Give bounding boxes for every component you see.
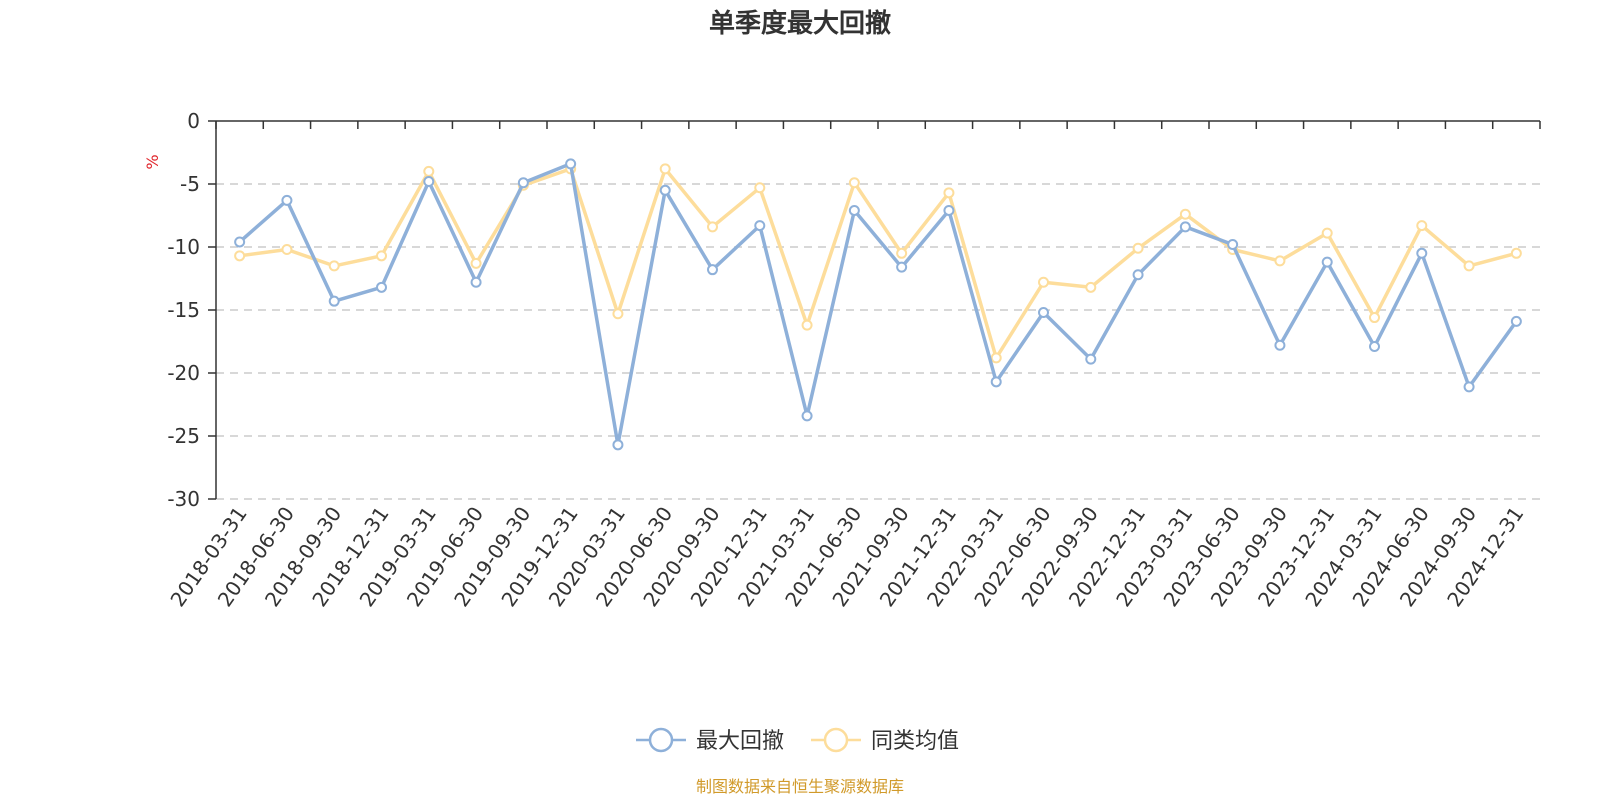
legend-label: 同类均值 — [871, 729, 959, 754]
data-point[interactable] — [1321, 256, 1333, 268]
legend-item-1[interactable]: 同类均值 — [811, 727, 959, 754]
grid-lines — [216, 183, 1540, 500]
data-point[interactable] — [470, 276, 482, 288]
data-point[interactable] — [707, 221, 718, 233]
legend-marker — [648, 727, 674, 753]
data-point[interactable] — [376, 281, 387, 293]
data-point[interactable] — [1416, 220, 1428, 232]
data-point[interactable] — [1179, 221, 1191, 233]
data-point[interactable] — [423, 175, 435, 187]
source-note: 制图数据来自恒生聚源数据库 — [696, 777, 904, 796]
y-tick-label: -5 — [180, 172, 200, 196]
data-point[interactable] — [423, 165, 435, 177]
data-point[interactable] — [517, 177, 529, 189]
data-point[interactable] — [1038, 276, 1049, 288]
data-point[interactable] — [896, 261, 908, 273]
data-point[interactable] — [1227, 238, 1239, 250]
data-point[interactable] — [1510, 315, 1522, 327]
data-point[interactable] — [1132, 269, 1144, 281]
series-lines — [234, 158, 1522, 451]
data-point[interactable] — [328, 260, 340, 272]
y-tick-label: 0 — [187, 109, 200, 133]
data-point[interactable] — [659, 163, 671, 175]
data-point[interactable] — [848, 177, 860, 189]
y-tick-label: -15 — [167, 298, 200, 322]
data-point[interactable] — [1274, 255, 1286, 267]
data-point[interactable] — [754, 182, 766, 194]
data-point[interactable] — [612, 439, 624, 451]
series-0 — [234, 158, 1522, 451]
data-point[interactable] — [234, 250, 246, 262]
data-point[interactable] — [1369, 341, 1380, 353]
data-point[interactable] — [801, 319, 813, 331]
data-point[interactable] — [943, 187, 955, 199]
y-tick-label: -25 — [167, 424, 200, 448]
data-point[interactable] — [328, 295, 340, 307]
data-point[interactable] — [612, 308, 624, 320]
data-point[interactable] — [234, 236, 246, 248]
data-point[interactable] — [707, 264, 718, 276]
data-point[interactable] — [1463, 381, 1475, 393]
data-point[interactable] — [565, 158, 577, 170]
series-1 — [234, 163, 1522, 364]
legend-label: 最大回撤 — [696, 729, 784, 754]
data-point[interactable] — [754, 220, 766, 232]
y-axis-unit: % — [143, 154, 162, 169]
data-point[interactable] — [1321, 227, 1333, 239]
data-point[interactable] — [896, 247, 908, 259]
y-tick-label: -30 — [167, 487, 200, 511]
data-point[interactable] — [1038, 307, 1049, 319]
legend-marker — [823, 727, 849, 753]
legend-item-0[interactable]: 最大回撤 — [636, 727, 784, 754]
data-point[interactable] — [990, 376, 1002, 388]
series-line — [239, 167, 1517, 360]
data-point[interactable] — [1416, 247, 1428, 259]
data-point[interactable] — [281, 244, 293, 256]
data-point[interactable] — [1179, 208, 1191, 220]
data-point[interactable] — [1274, 339, 1286, 351]
data-point[interactable] — [990, 352, 1002, 364]
data-point[interactable] — [943, 204, 955, 216]
data-point[interactable] — [470, 257, 482, 269]
data-point[interactable] — [1463, 260, 1475, 272]
data-point[interactable] — [801, 410, 813, 422]
legend[interactable]: 最大回撤 同类均值 — [636, 727, 959, 754]
y-tick-label: -20 — [167, 361, 200, 385]
data-point[interactable] — [1085, 353, 1097, 365]
data-point[interactable] — [1369, 312, 1380, 324]
y-tick-label: -10 — [167, 235, 200, 259]
data-point[interactable] — [1510, 247, 1522, 259]
data-point[interactable] — [848, 204, 860, 216]
data-point[interactable] — [1085, 281, 1097, 293]
data-point[interactable] — [659, 184, 671, 196]
chart-title: 单季度最大回撤 — [709, 8, 891, 39]
data-point[interactable] — [281, 194, 293, 206]
data-point[interactable] — [1132, 242, 1144, 254]
series-line — [238, 162, 1518, 447]
data-point[interactable] — [376, 250, 387, 262]
